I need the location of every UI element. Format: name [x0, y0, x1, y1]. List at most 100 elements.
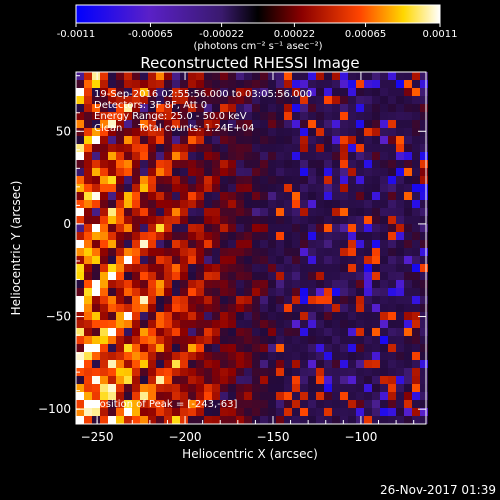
- heatmap-cell: [300, 176, 308, 184]
- heatmap-cell: [196, 280, 204, 288]
- heatmap-cell: [348, 392, 356, 400]
- heatmap-cell: [148, 184, 156, 192]
- heatmap-cell: [412, 288, 420, 296]
- heatmap-cell: [364, 400, 372, 408]
- heatmap-cell: [308, 312, 316, 320]
- heatmap-cell: [84, 408, 92, 416]
- heatmap-cell: [84, 368, 92, 376]
- heatmap-cell: [412, 88, 420, 96]
- heatmap-cell: [268, 384, 276, 392]
- heatmap-cell: [156, 136, 164, 144]
- heatmap-cell: [388, 296, 396, 304]
- heatmap-cell: [348, 328, 356, 336]
- heatmap-cell: [292, 376, 300, 384]
- heatmap-cell: [268, 352, 276, 360]
- heatmap-cell: [92, 224, 100, 232]
- heatmap-cell: [76, 120, 84, 128]
- heatmap-cell: [388, 392, 396, 400]
- heatmap-cell: [220, 104, 228, 112]
- heatmap-cell: [108, 264, 116, 272]
- heatmap-cell: [276, 328, 284, 336]
- heatmap-cell: [220, 168, 228, 176]
- heatmap-cell: [388, 384, 396, 392]
- heatmap-cell: [172, 280, 180, 288]
- heatmap-cell: [132, 312, 140, 320]
- heatmap-cell: [140, 120, 148, 128]
- heatmap-cell: [172, 272, 180, 280]
- heatmap-cell: [212, 328, 220, 336]
- heatmap-cell: [380, 280, 388, 288]
- heatmap-cell: [324, 328, 332, 336]
- heatmap-cell: [292, 200, 300, 208]
- heatmap-cell: [204, 240, 212, 248]
- heatmap-cell: [148, 200, 156, 208]
- heatmap-cell: [268, 160, 276, 168]
- heatmap-cell: [252, 336, 260, 344]
- heatmap-cell: [316, 208, 324, 216]
- heatmap-cell: [292, 216, 300, 224]
- heatmap-cell: [380, 408, 388, 416]
- heatmap-cell: [340, 352, 348, 360]
- heatmap-cell: [300, 72, 308, 80]
- heatmap-cell: [356, 224, 364, 232]
- heatmap-cell: [236, 328, 244, 336]
- heatmap-cell: [300, 360, 308, 368]
- heatmap-cell: [204, 176, 212, 184]
- heatmap-cell: [396, 160, 404, 168]
- heatmap-cell: [268, 232, 276, 240]
- heatmap-cell: [388, 144, 396, 152]
- heatmap-cell: [300, 144, 308, 152]
- heatmap-cell: [164, 160, 172, 168]
- heatmap-cell: [404, 400, 412, 408]
- heatmap-cell: [324, 72, 332, 80]
- heatmap-cell: [188, 376, 196, 384]
- heatmap-cell: [196, 152, 204, 160]
- heatmap-cell: [164, 240, 172, 248]
- heatmap-cell: [340, 240, 348, 248]
- heatmap-cell: [260, 312, 268, 320]
- heatmap-cell: [132, 256, 140, 264]
- heatmap-cell: [108, 400, 116, 408]
- heatmap-cell: [180, 200, 188, 208]
- heatmap-cell: [132, 360, 140, 368]
- heatmap-cell: [236, 168, 244, 176]
- heatmap-cell: [76, 128, 84, 136]
- heatmap-cell: [76, 104, 84, 112]
- heatmap-cell: [252, 392, 260, 400]
- heatmap-cell: [396, 144, 404, 152]
- heatmap-cell: [156, 168, 164, 176]
- heatmap-cell: [324, 232, 332, 240]
- heatmap-cell: [180, 320, 188, 328]
- heatmap-cell: [292, 160, 300, 168]
- heatmap-cell: [396, 248, 404, 256]
- heatmap-cell: [204, 136, 212, 144]
- heatmap-cell: [172, 168, 180, 176]
- heatmap-cell: [340, 88, 348, 96]
- heatmap-cell: [196, 136, 204, 144]
- heatmap-cell: [236, 408, 244, 416]
- heatmap-cell: [276, 360, 284, 368]
- heatmap-cell: [340, 392, 348, 400]
- heatmap-cell: [196, 336, 204, 344]
- heatmap-cell: [228, 312, 236, 320]
- heatmap-cell: [404, 256, 412, 264]
- heatmap-cell: [412, 416, 420, 424]
- heatmap-cell: [284, 216, 292, 224]
- heatmap-cell: [132, 288, 140, 296]
- heatmap-cell: [404, 352, 412, 360]
- heatmap-cell: [316, 120, 324, 128]
- heatmap-cell: [124, 360, 132, 368]
- annotation-block: 19-Sep-2016 02:55:56.000 to 03:05:56.000…: [94, 89, 312, 134]
- heatmap-cell: [132, 192, 140, 200]
- heatmap-cell: [236, 136, 244, 144]
- heatmap-cell: [316, 192, 324, 200]
- heatmap-cell: [308, 328, 316, 336]
- heatmap-cell: [244, 296, 252, 304]
- heatmap-cell: [156, 248, 164, 256]
- heatmap-cell: [172, 296, 180, 304]
- heatmap-cell: [156, 184, 164, 192]
- heatmap-cell: [284, 312, 292, 320]
- heatmap-cell: [172, 112, 180, 120]
- heatmap-cell: [284, 400, 292, 408]
- peak-position-label: Position of Peak = [-243,-63]: [94, 399, 238, 410]
